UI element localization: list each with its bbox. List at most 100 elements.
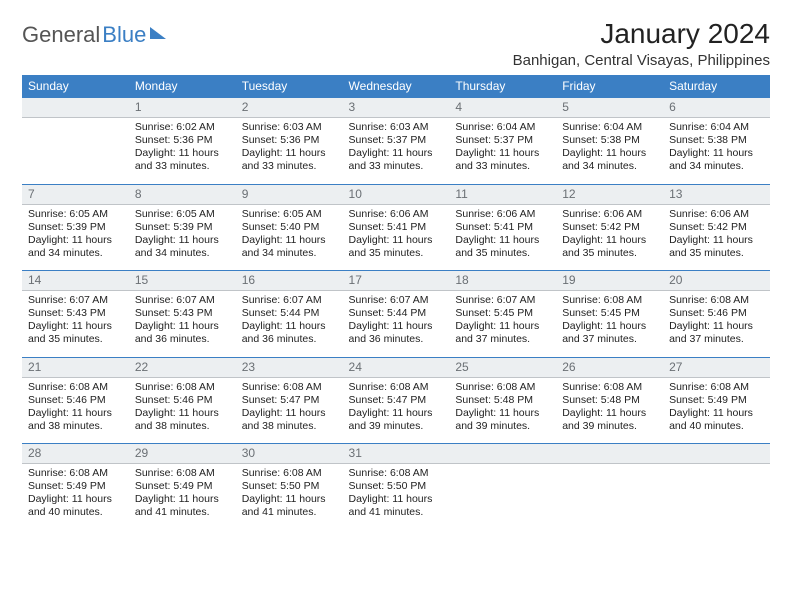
sunrise-text: Sunrise: 6:08 AM <box>669 294 764 307</box>
day-number-cell: 9 <box>236 184 343 204</box>
daylight-text: Daylight: 11 hours and 34 minutes. <box>242 234 337 260</box>
weekday-header: Sunday <box>22 75 129 98</box>
weekday-header: Thursday <box>449 75 556 98</box>
sunrise-text: Sunrise: 6:06 AM <box>562 208 657 221</box>
sunset-text: Sunset: 5:42 PM <box>562 221 657 234</box>
day-content-cell: Sunrise: 6:05 AMSunset: 5:40 PMDaylight:… <box>236 204 343 271</box>
day-number-cell: 4 <box>449 98 556 118</box>
day-number-cell <box>449 444 556 464</box>
day-content-row: Sunrise: 6:07 AMSunset: 5:43 PM Daylight:… <box>22 291 770 358</box>
daylight-text: Daylight: 11 hours and 34 minutes. <box>28 234 123 260</box>
day-content-cell <box>556 464 663 530</box>
day-content-row: Sunrise: 6:08 AMSunset: 5:46 PMDaylight:… <box>22 377 770 444</box>
sunrise-text: Sunrise: 6:05 AM <box>242 208 337 221</box>
day-number-cell <box>663 444 770 464</box>
sunrise-text: Sunrise: 6:08 AM <box>562 294 657 307</box>
day-content-cell <box>449 464 556 530</box>
daylight-text: Daylight: 11 hours and 33 minutes. <box>135 147 230 173</box>
sunset-text: Sunset: 5:47 PM <box>242 394 337 407</box>
day-number-row: 21222324252627 <box>22 357 770 377</box>
sunrise-text: Sunrise: 6:05 AM <box>135 208 230 221</box>
daylight-text: Daylight: 11 hours and 35 minutes. <box>562 234 657 260</box>
sunset-text: Sunset: 5:50 PM <box>349 480 444 493</box>
day-number-cell: 1 <box>129 98 236 118</box>
weekday-header: Wednesday <box>343 75 450 98</box>
sunset-text: Sunset: 5:49 PM <box>135 480 230 493</box>
daylight-text: Daylight: 11 hours and 41 minutes. <box>349 493 444 519</box>
daylight-text: Daylight: 11 hours and 41 minutes. <box>242 493 337 519</box>
sunset-text: Sunset: 5:43 PM <box>135 307 230 320</box>
day-content-cell: Sunrise: 6:08 AMSunset: 5:46 PMDaylight:… <box>129 377 236 444</box>
sunrise-text: Sunrise: 6:06 AM <box>669 208 764 221</box>
sunset-text: Sunset: 5:39 PM <box>135 221 230 234</box>
daylight-text: Daylight: 11 hours and 40 minutes. <box>669 407 764 433</box>
daylight-text: Daylight: 11 hours and 35 minutes. <box>669 234 764 260</box>
daylight-text: Daylight: 11 hours and 33 minutes. <box>242 147 337 173</box>
daylight-text: Daylight: 11 hours and 33 minutes. <box>455 147 550 173</box>
sunset-text: Sunset: 5:42 PM <box>669 221 764 234</box>
location-subtitle: Banhigan, Central Visayas, Philippines <box>513 52 770 69</box>
day-number-row: 78910111213 <box>22 184 770 204</box>
sunrise-text: Sunrise: 6:02 AM <box>135 121 230 134</box>
day-content-cell: Sunrise: 6:08 AMSunset: 5:46 PMDaylight:… <box>663 291 770 358</box>
day-content-cell: Sunrise: 6:06 AMSunset: 5:42 PMDaylight:… <box>556 204 663 271</box>
day-content-cell: Sunrise: 6:08 AMSunset: 5:47 PMDaylight:… <box>343 377 450 444</box>
daylight-text: Daylight: 11 hours and 39 minutes. <box>455 407 550 433</box>
sunrise-text: Sunrise: 6:06 AM <box>349 208 444 221</box>
sunset-text: Sunset: 5:45 PM <box>455 307 550 320</box>
daylight-text: Daylight: 11 hours and 38 minutes. <box>28 407 123 433</box>
day-number-cell: 16 <box>236 271 343 291</box>
daylight-text: Daylight: 11 hours and 40 minutes. <box>28 493 123 519</box>
daylight-text: Daylight: 11 hours and 35 minutes. <box>28 320 123 346</box>
weekday-header: Monday <box>129 75 236 98</box>
daylight-text: Daylight: 11 hours and 34 minutes. <box>562 147 657 173</box>
sunset-text: Sunset: 5:49 PM <box>669 394 764 407</box>
daylight-text: Daylight: 11 hours and 37 minutes. <box>562 320 657 346</box>
day-number-cell: 26 <box>556 357 663 377</box>
sunset-text: Sunset: 5:44 PM <box>349 307 444 320</box>
day-content-cell: Sunrise: 6:07 AMSunset: 5:44 PMDaylight:… <box>343 291 450 358</box>
day-number-cell: 10 <box>343 184 450 204</box>
day-content-cell: Sunrise: 6:06 AMSunset: 5:41 PMDaylight:… <box>343 204 450 271</box>
daylight-text: Daylight: 11 hours and 39 minutes. <box>349 407 444 433</box>
day-content-cell: Sunrise: 6:08 AMSunset: 5:48 PMDaylight:… <box>556 377 663 444</box>
day-content-cell: Sunrise: 6:04 AMSunset: 5:37 PMDaylight:… <box>449 118 556 185</box>
day-number-cell: 30 <box>236 444 343 464</box>
day-content-cell: Sunrise: 6:07 AMSunset: 5:43 PMDaylight:… <box>22 291 129 358</box>
sunset-text: Sunset: 5:37 PM <box>349 134 444 147</box>
daylight-text: Daylight: 11 hours and 37 minutes. <box>455 320 550 346</box>
day-content-row: Sunrise: 6:02 AMSunset: 5:36 PMDaylight:… <box>22 118 770 185</box>
sunset-text: Sunset: 5:50 PM <box>242 480 337 493</box>
day-content-cell: Sunrise: 6:07 AMSunset: 5:43 PMDaylight:… <box>129 291 236 358</box>
day-content-cell: Sunrise: 6:08 AMSunset: 5:48 PMDaylight:… <box>449 377 556 444</box>
daylight-text: Daylight: 11 hours and 38 minutes. <box>242 407 337 433</box>
sunset-text: Sunset: 5:37 PM <box>455 134 550 147</box>
day-number-cell: 20 <box>663 271 770 291</box>
sunset-text: Sunset: 5:36 PM <box>242 134 337 147</box>
sunrise-text: Sunrise: 6:04 AM <box>562 121 657 134</box>
title-block: January 2024 Banhigan, Central Visayas, … <box>513 18 770 69</box>
day-number-cell: 23 <box>236 357 343 377</box>
day-number-cell: 19 <box>556 271 663 291</box>
sunrise-text: Sunrise: 6:08 AM <box>242 467 337 480</box>
sunrise-text: Sunrise: 6:08 AM <box>349 381 444 394</box>
logo-triangle-icon <box>150 27 166 39</box>
day-number-cell: 12 <box>556 184 663 204</box>
sunrise-text: Sunrise: 6:07 AM <box>135 294 230 307</box>
sunrise-text: Sunrise: 6:05 AM <box>28 208 123 221</box>
day-number-cell: 6 <box>663 98 770 118</box>
sunrise-text: Sunrise: 6:08 AM <box>455 381 550 394</box>
sunset-text: Sunset: 5:41 PM <box>455 221 550 234</box>
daylight-text: Daylight: 11 hours and 41 minutes. <box>135 493 230 519</box>
sunset-text: Sunset: 5:39 PM <box>28 221 123 234</box>
day-number-cell: 17 <box>343 271 450 291</box>
day-number-cell: 24 <box>343 357 450 377</box>
day-number-cell: 28 <box>22 444 129 464</box>
day-number-cell <box>22 98 129 118</box>
daylight-text: Daylight: 11 hours and 35 minutes. <box>349 234 444 260</box>
day-number-cell: 18 <box>449 271 556 291</box>
weekday-header: Tuesday <box>236 75 343 98</box>
day-content-cell: Sunrise: 6:04 AMSunset: 5:38 PMDaylight:… <box>556 118 663 185</box>
sunrise-text: Sunrise: 6:08 AM <box>562 381 657 394</box>
sunrise-text: Sunrise: 6:08 AM <box>28 467 123 480</box>
